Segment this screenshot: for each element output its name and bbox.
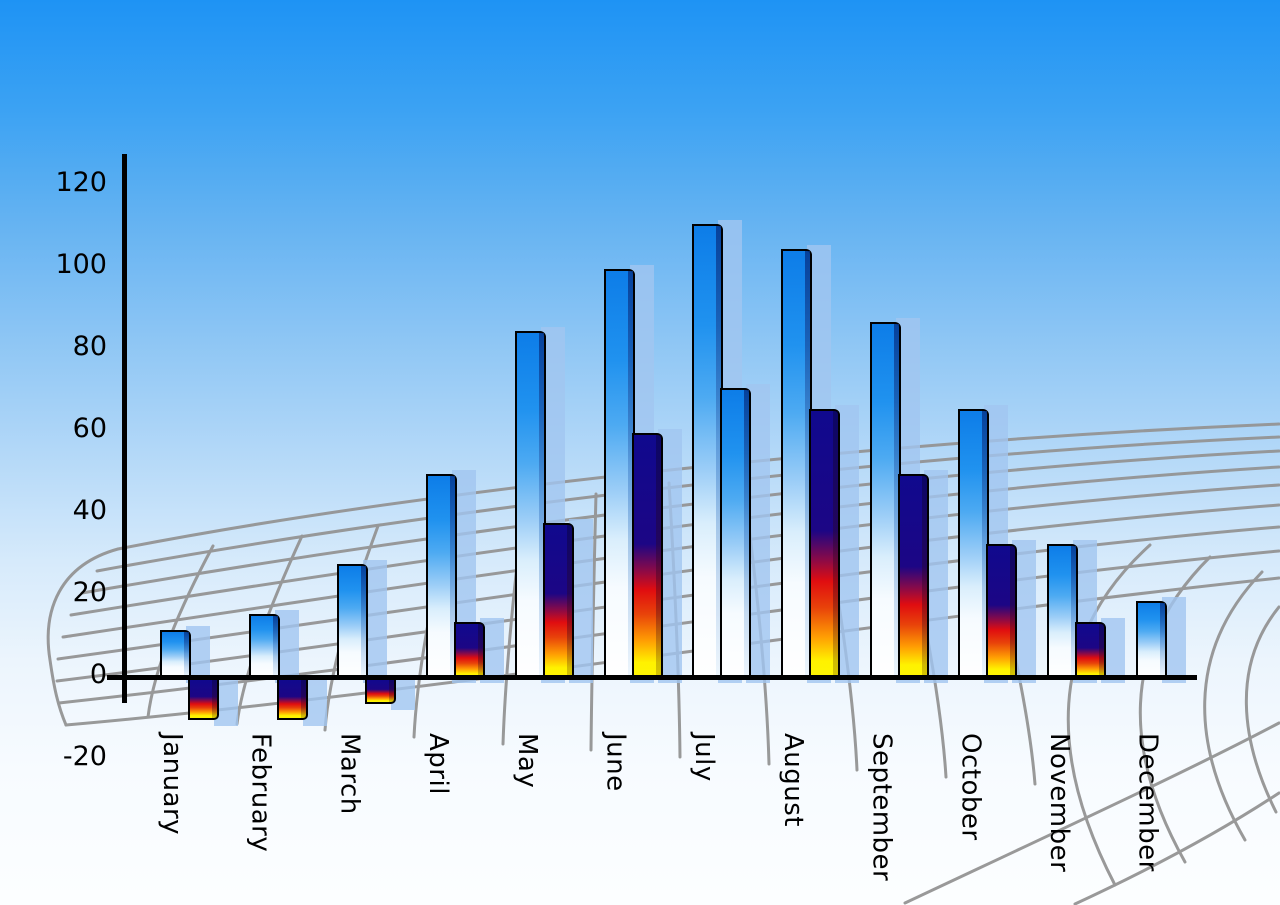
bar-march-main: [337, 564, 369, 679]
bar-february-main: [248, 613, 280, 679]
bar-june-secondary-3d-side-face: [655, 435, 661, 677]
bar-october-main-3d-side-face: [982, 410, 988, 677]
bar-january-main: [160, 629, 191, 679]
bar-september-main-3d-side-face: [893, 324, 899, 677]
x-axis-label-july: July: [689, 733, 720, 782]
bar-february-main-3d-side-face: [272, 615, 278, 677]
bar-november-main-3d-side-face: [1071, 545, 1076, 677]
y-tick-label-20: 20: [72, 577, 107, 608]
x-axis-label-september: September: [866, 733, 897, 882]
bar-july-main-3d-side-face: [716, 226, 722, 677]
x-axis-label-november: November: [1044, 733, 1074, 873]
y-tick-label--20: -20: [62, 741, 107, 772]
x-axis-label-february: February: [245, 733, 276, 853]
bar-october-secondary-3d-side-face: [1010, 545, 1016, 677]
bar-december-main-3d-side-face: [1159, 603, 1165, 677]
bar-march-secondary-3d-side-face: [389, 679, 395, 702]
bar-november-secondary-3d-side-face: [1099, 623, 1104, 677]
x-axis-label-may: May: [511, 733, 542, 789]
y-tick-label-60: 60: [72, 413, 107, 444]
bar-august-main: [780, 248, 812, 679]
x-axis-label-december: December: [1132, 733, 1163, 872]
bar-march-main-3d-side-face: [361, 566, 367, 677]
x-axis-baseline: [107, 675, 1197, 680]
bar-august-secondary-3d-side-face: [832, 410, 838, 677]
bar-may-main: [514, 330, 546, 679]
x-axis-label-april: April: [423, 733, 454, 795]
x-axis-label-january: January: [157, 733, 187, 836]
bar-january-secondary: [188, 677, 219, 720]
y-tick-label-40: 40: [72, 495, 107, 526]
bar-november-secondary: [1075, 621, 1106, 679]
bar-may-main-3d-side-face: [538, 332, 544, 677]
y-axis-line: [122, 154, 127, 703]
bar-february-secondary: [276, 677, 308, 720]
bar-april-main-3d-side-face: [450, 476, 456, 677]
y-tick-label-100: 100: [55, 249, 107, 280]
bar-june-main-3d-side-face: [627, 271, 633, 677]
x-axis-label-june: June: [600, 733, 631, 792]
bar-june-secondary: [631, 433, 663, 679]
bar-april-main: [426, 474, 458, 679]
x-axis-label-august: August: [777, 733, 808, 827]
bar-october-secondary: [986, 543, 1018, 679]
bar-april-secondary-3d-side-face: [478, 623, 484, 677]
bar-february-secondary-3d-side-face: [300, 679, 306, 718]
bar-january-secondary-3d-side-face: [212, 679, 217, 718]
bar-september-secondary-3d-side-face: [921, 476, 927, 677]
x-axis-label-october: October: [955, 733, 986, 841]
y-tick-label-120: 120: [55, 167, 107, 198]
bar-july-secondary: [720, 388, 752, 679]
bar-november-main: [1047, 543, 1078, 679]
x-axis-label-march: March: [334, 733, 365, 815]
bar-october-main: [958, 408, 990, 679]
bar-august-secondary: [808, 408, 840, 679]
bar-july-secondary-3d-side-face: [744, 390, 750, 677]
y-tick-label-80: 80: [72, 331, 107, 362]
bar-september-secondary: [897, 474, 929, 679]
bar-may-secondary-3d-side-face: [566, 525, 572, 677]
bar-july-main: [692, 224, 724, 679]
y-tick-label-0: 0: [89, 659, 107, 690]
bar-august-main-3d-side-face: [804, 250, 810, 677]
bar-january-main-3d-side-face: [184, 631, 189, 677]
